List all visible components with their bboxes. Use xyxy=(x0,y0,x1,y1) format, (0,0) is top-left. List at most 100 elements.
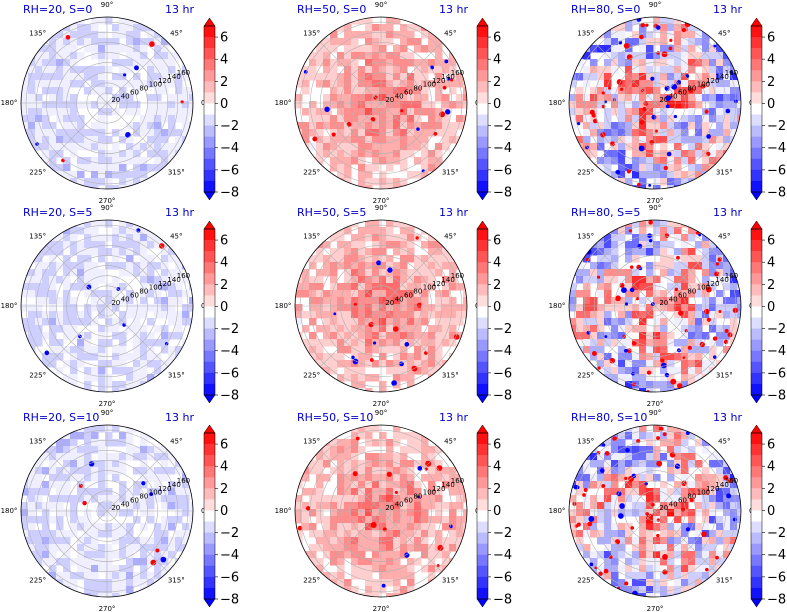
radial-tick-label: 40 xyxy=(121,295,130,303)
colorbar: 6 4 2 0 −2 −4 −6 −8 xyxy=(476,220,512,404)
colorbar-extend-max xyxy=(203,220,216,230)
colorbar-segment xyxy=(477,565,488,578)
colorbar-segment xyxy=(751,147,762,160)
colorbar-segment xyxy=(751,251,762,263)
radial-tick-label: 60 xyxy=(130,291,139,299)
colorbar-segment xyxy=(477,488,488,500)
colorbar-extend-min xyxy=(750,598,763,608)
colorbar-tick-label: −4 xyxy=(220,548,239,563)
colorbar-tick-label: 4 xyxy=(220,460,228,475)
colorbar-extend-max xyxy=(476,220,489,230)
colorbar-segment xyxy=(751,169,762,182)
colorbar-segment xyxy=(204,273,215,285)
colorbar-segment xyxy=(204,240,215,252)
angular-gridline xyxy=(45,305,108,368)
colorbar-extend-max xyxy=(750,220,763,230)
angle-tick-label: 45° xyxy=(170,233,182,241)
polar-grid xyxy=(21,17,193,189)
angular-gridline xyxy=(380,305,443,368)
colorbar-tick-label: −8 xyxy=(767,186,786,201)
polar-panel-3: 204060801001201401600°45°90°135°180°225°… xyxy=(549,1,787,205)
colorbar-extend-min xyxy=(203,191,216,201)
colorbar-segment xyxy=(204,48,215,60)
angle-tick-label: 90° xyxy=(101,204,113,212)
colorbar-segment xyxy=(204,147,215,160)
colorbar-frame xyxy=(476,432,489,600)
colorbar-segment xyxy=(477,383,488,396)
angle-tick-label: 315° xyxy=(168,371,185,379)
angle-tick-label: 45° xyxy=(170,438,182,446)
colorbar-tick-label: 6 xyxy=(220,234,228,249)
colorbar-extend-max xyxy=(203,17,216,27)
angle-tick-label: 225° xyxy=(303,168,320,176)
colorbar-segment xyxy=(204,521,215,533)
radial-tick-label: 40 xyxy=(395,500,404,508)
radial-tick-label: 20 xyxy=(659,96,668,104)
colorbar-tick-label: 6 xyxy=(767,438,775,453)
angle-tick-label: 135° xyxy=(577,438,594,446)
colorbar-segment xyxy=(477,158,488,171)
colorbar-segment xyxy=(751,510,762,522)
colorbar-segment xyxy=(477,339,488,352)
colorbar-segment xyxy=(751,521,762,533)
colorbar-extend-min xyxy=(203,598,216,608)
angular-gridline xyxy=(380,244,443,307)
colorbar-tick-label: 4 xyxy=(493,256,501,271)
angular-gridline xyxy=(654,510,717,573)
panel-time-label: 13 hr xyxy=(439,206,468,219)
angle-tick-label: 315° xyxy=(442,371,459,379)
radial-tick-label: 40 xyxy=(669,500,678,508)
radial-tick-label: 160 xyxy=(451,272,464,280)
colorbar-segment xyxy=(751,295,762,307)
panel-title: RH=20, S=10 xyxy=(23,411,99,424)
angle-tick-label: 45° xyxy=(444,233,456,241)
colorbar: 6 4 2 0 −2 −4 −6 −8 xyxy=(750,220,786,404)
angle-tick-label: 90° xyxy=(375,1,387,9)
angle-tick-label: 315° xyxy=(442,576,459,584)
colorbar-segment xyxy=(477,48,488,60)
angular-gridline xyxy=(319,102,382,165)
colorbar-tick-label: −2 xyxy=(767,119,786,134)
radial-tick-label: 120 xyxy=(158,280,171,288)
angle-tick-label: 90° xyxy=(101,409,113,417)
angular-gridline xyxy=(593,41,656,104)
polar-panel-9: 204060801001201401600°45°90°135°180°225°… xyxy=(549,409,787,612)
colorbar-segment xyxy=(477,587,488,600)
angle-tick-label: 180° xyxy=(275,302,292,310)
colorbar-segment xyxy=(751,339,762,352)
angle-tick-label: 180° xyxy=(275,99,292,107)
colorbar-segment xyxy=(477,92,488,104)
colorbar-segment xyxy=(204,251,215,263)
angle-tick-label: 180° xyxy=(549,99,566,107)
angle-tick-label: 315° xyxy=(168,576,185,584)
radial-tick-label: 20 xyxy=(111,504,120,512)
angular-gridline xyxy=(45,102,108,165)
colorbar-tick-label: −6 xyxy=(220,366,239,381)
radial-tick-label: 40 xyxy=(669,92,678,100)
angular-gridline xyxy=(45,449,108,512)
colorbar-tick-label: 2 xyxy=(220,278,228,293)
angle-tick-label: 315° xyxy=(716,371,733,379)
colorbar-tick-label: 0 xyxy=(767,97,775,112)
colorbar: 6 4 2 0 −2 −4 −6 −8 xyxy=(203,17,239,201)
colorbar: 6 4 2 0 −2 −4 −6 −8 xyxy=(203,424,239,608)
panel-title: RH=80, S=5 xyxy=(571,206,640,219)
radial-tick-label: 80 xyxy=(413,288,422,296)
panel-time-label: 13 hr xyxy=(713,206,742,219)
angle-tick-label: 270° xyxy=(99,400,116,408)
colorbar-tick-label: 2 xyxy=(493,75,501,90)
radial-tick-label: 80 xyxy=(413,493,422,501)
colorbar-tick-label: 6 xyxy=(493,438,501,453)
colorbar-segment xyxy=(204,499,215,511)
colorbar-tick-label: −6 xyxy=(767,366,786,381)
polar-grid xyxy=(295,17,467,189)
colorbar-segment xyxy=(204,284,215,296)
colorbar-segment xyxy=(751,488,762,500)
colorbar-segment xyxy=(751,37,762,49)
colorbar-tick-label: −4 xyxy=(220,141,239,156)
radial-tick-label: 160 xyxy=(177,477,190,485)
radial-tick-label: 100 xyxy=(149,284,162,292)
colorbar-segment xyxy=(477,295,488,307)
colorbar-extend-max xyxy=(750,424,763,434)
